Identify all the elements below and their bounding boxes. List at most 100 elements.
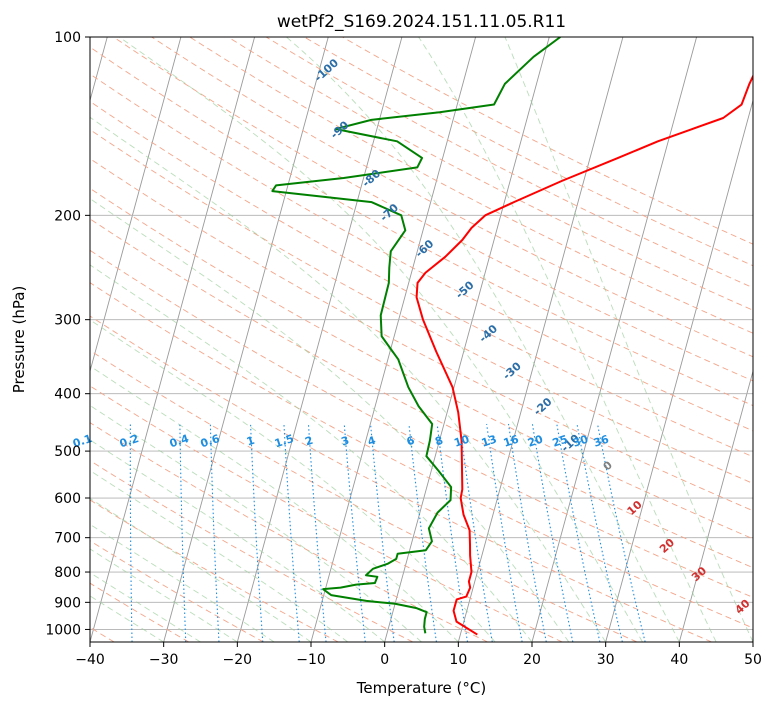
y-tick-label: 100 (54, 30, 81, 46)
moist-adiabat-line (90, 319, 496, 642)
x-axis-ticks: −40 −30 −20 −10 0 10 20 30 40 50 (75, 642, 762, 668)
moist-adiabat-line (90, 439, 385, 642)
y-axis-ticks: 100 200 300 400 500 600 700 800 900 1000 (45, 30, 90, 638)
y-tick-label: 700 (54, 531, 81, 547)
y-tick-label: 400 (54, 387, 81, 403)
isotherm-line (163, 37, 329, 642)
isotherm-line (90, 37, 256, 642)
moist-adiabat-line (286, 37, 680, 642)
y-tick-label: 200 (54, 208, 81, 224)
x-tick-label: −20 (223, 652, 253, 668)
moist-adiabat-line (90, 548, 238, 642)
moist-adiabat-line (418, 37, 717, 642)
y-tick-label: 1000 (45, 622, 81, 638)
mixing-ratio-line (408, 423, 437, 642)
mixing-ratio-line (209, 423, 220, 642)
x-tick-label: 0 (380, 652, 389, 668)
mixing-ratio-label: 10 (452, 433, 471, 450)
mixing-ratio-label: 0.2 (118, 432, 141, 450)
dry-adiabat-line (90, 158, 753, 512)
x-tick-label: −10 (296, 652, 326, 668)
mixing-ratio-label: 3 (340, 434, 351, 449)
mixing-ratio-label: 36 (592, 433, 611, 450)
x-tick-label: 30 (597, 652, 615, 668)
y-tick-label: 600 (54, 491, 81, 507)
temperature-profile-line (415, 73, 753, 636)
x-tick-label: 50 (744, 652, 762, 668)
moist-adiabat-line (90, 198, 570, 642)
y-axis-label: Pressure (hPa) (10, 286, 28, 394)
mixing-ratio-label: 0.6 (199, 432, 222, 450)
moist-adiabat-line (90, 264, 533, 642)
mixing-ratio-line (283, 423, 300, 642)
isotherm-line (457, 37, 624, 642)
mixing-ratio-line (596, 423, 646, 642)
mixing-ratio-line (250, 423, 264, 642)
mixing-ratio-line (370, 423, 395, 642)
mixing-ratio-line (531, 423, 574, 642)
moist-adiabat-line (90, 365, 459, 642)
moist-adiabat-line (118, 37, 643, 642)
mixing-ratio-label: 20 (526, 433, 545, 450)
isotherm-line (384, 37, 550, 642)
mixing-ratio-line (129, 423, 133, 642)
mixing-ratio-label: 30 (571, 433, 590, 450)
mixing-ratio-line (486, 423, 523, 642)
mixing-ratio-label: 25 (551, 433, 570, 450)
x-tick-label: −30 (149, 652, 179, 668)
isotherm-line (678, 369, 753, 642)
plot-frame (89, 36, 754, 643)
dry-adiabat-line (90, 100, 753, 458)
mixing-ratio-label: 2 (303, 434, 314, 449)
y-tick-label: 300 (54, 313, 81, 329)
mixing-ratio-label: 0.1 (71, 432, 94, 450)
dry-adiabat-line (90, 73, 753, 432)
mixing-ratio-label: 6 (405, 434, 417, 449)
dry-adiabat-line (90, 129, 753, 484)
mixing-ratio-line (343, 423, 366, 642)
dewpoint-profile-line (271, 37, 561, 634)
dry-adiabat-line (227, 37, 753, 311)
x-axis-label: Temperature (°C) (356, 679, 486, 697)
x-tick-label: 10 (449, 652, 467, 668)
isotherm-line (236, 37, 403, 642)
x-tick-label: −40 (75, 652, 105, 668)
isotherm-line (90, 37, 182, 373)
y-tick-label: 500 (54, 444, 81, 460)
mixing-ratio-label: 8 (433, 434, 444, 449)
dry-adiabat-line (151, 37, 753, 358)
dry-adiabat-line (90, 315, 712, 642)
dry-adiabat-line (90, 218, 753, 569)
mixing-ratio-label: 0.4 (168, 432, 191, 450)
y-tick-label: 800 (54, 565, 81, 581)
series-layer (271, 37, 753, 636)
mixing-ratio-label: 13 (480, 433, 499, 450)
mixing-ratio-line (307, 423, 327, 642)
mixing-ratio-label: 16 (502, 433, 521, 450)
mixing-ratio-line (179, 423, 187, 642)
moist-adiabat-line (90, 404, 422, 642)
chart-title: wetPf2_S169.2024.151.11.05.R11 (277, 12, 566, 32)
moist-adiabat-line (90, 497, 312, 642)
isotherm-line (605, 98, 753, 642)
mixing-ratio-line (576, 423, 623, 642)
mixing-ratio-line (556, 423, 601, 642)
moist-adiabat-line (90, 469, 349, 642)
x-tick-label: 40 (670, 652, 688, 668)
x-tick-label: 20 (523, 652, 541, 668)
dry-adiabat-line (90, 460, 414, 642)
dry-adiabat-line (90, 46, 753, 407)
mixing-ratio-line (459, 423, 493, 642)
y-tick-label: 900 (54, 595, 81, 611)
dry-adiabat-line (90, 349, 638, 642)
grid-layer (90, 37, 753, 642)
mixing-ratio-label: 4 (366, 434, 378, 449)
moist-adiabat-line (504, 37, 753, 642)
dry-adiabat-line (113, 37, 753, 382)
mixing-ratio-line (507, 423, 547, 642)
dry-adiabat-line (189, 37, 753, 334)
mixing-ratio-label: 1.5 (273, 432, 296, 450)
dry-adiabat-line (90, 540, 264, 642)
